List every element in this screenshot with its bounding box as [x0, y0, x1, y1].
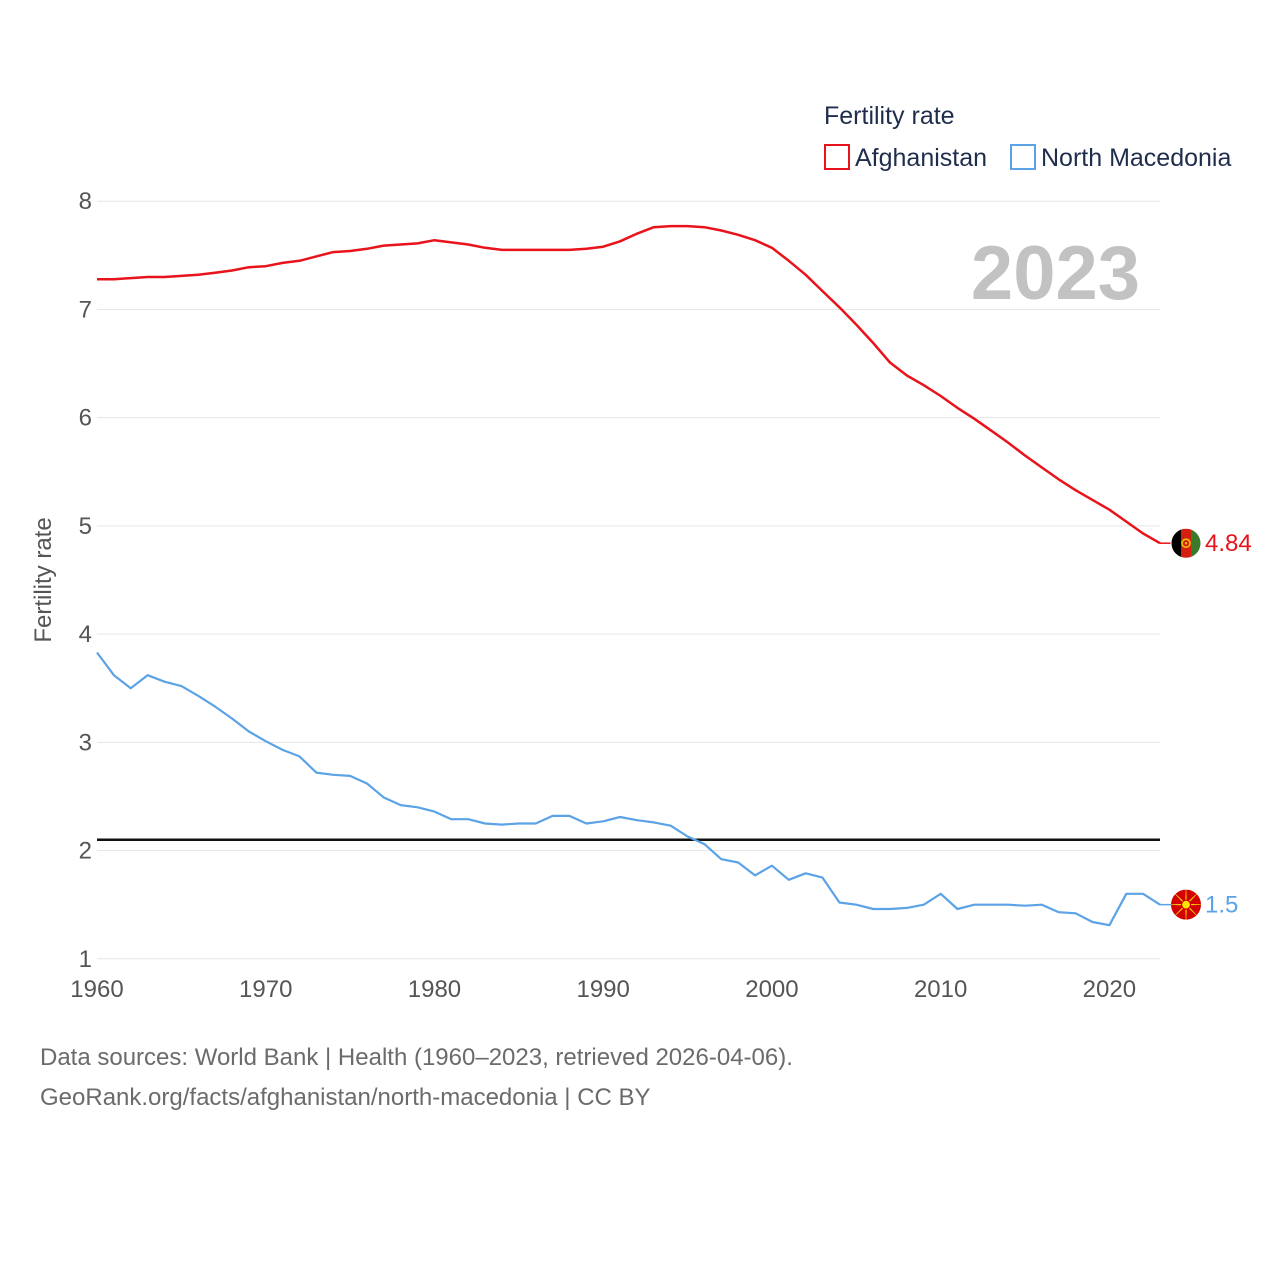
- x-tick-label: 1990: [576, 976, 629, 1003]
- x-axis-ticks: 1960 1970 1980 1990 2000 2010 2020: [70, 976, 1136, 1003]
- afghanistan-flag-icon: [1170, 527, 1202, 559]
- gridlines: [97, 200, 1160, 960]
- footer-sources: Data sources: World Bank | Health (1960–…: [40, 1044, 793, 1071]
- end-markers: [1160, 542, 1171, 906]
- y-tick-label: 2: [79, 838, 92, 865]
- footer-link[interactable]: GeoRank.org/facts/afghanistan/north-mace…: [40, 1084, 651, 1111]
- flag-sun-ray: [1171, 904, 1183, 906]
- year-label: 2023: [971, 231, 1140, 316]
- legend-swatch-north-macedonia[interactable]: [1010, 144, 1036, 170]
- legend-label-afghanistan[interactable]: Afghanistan: [855, 144, 987, 172]
- y-tick-label: 8: [79, 188, 92, 215]
- series-line-north-macedonia: [96, 651, 1161, 927]
- x-tick-label: 2010: [914, 976, 967, 1003]
- y-axis-ticks: 1 2 3 4 5 6 7 8: [79, 188, 92, 973]
- x-tick-label: 1970: [239, 976, 292, 1003]
- x-tick-label: 2020: [1083, 976, 1136, 1003]
- flag-sun-ray: [1185, 908, 1187, 920]
- flag-sun-ray: [1189, 904, 1201, 906]
- x-tick-label: 2000: [745, 976, 798, 1003]
- y-tick-label: 5: [79, 513, 92, 540]
- series-line-afghanistan: [97, 224, 1161, 545]
- legend-label-north-macedonia[interactable]: North Macedonia: [1041, 144, 1231, 172]
- x-tick-label: 1960: [70, 976, 123, 1003]
- legend-title: Fertility rate: [824, 102, 955, 130]
- y-tick-label: 7: [79, 296, 92, 323]
- end-label-afghanistan: 4.84: [1205, 530, 1252, 557]
- y-tick-label: 6: [79, 405, 92, 432]
- series-lines: [96, 224, 1161, 927]
- end-label-north-macedonia: 1.5: [1205, 892, 1238, 919]
- x-tick-label: 1980: [408, 976, 461, 1003]
- y-tick-label: 3: [79, 729, 92, 756]
- y-tick-label: 1: [79, 946, 92, 973]
- flag-sun-ray: [1185, 889, 1187, 901]
- legend[interactable]: Fertility rate Afghanistan North Macedon…: [824, 102, 1231, 172]
- y-axis-title: Fertility rate: [30, 517, 57, 642]
- legend-swatch-afghanistan[interactable]: [824, 144, 850, 170]
- y-tick-label: 4: [79, 621, 92, 648]
